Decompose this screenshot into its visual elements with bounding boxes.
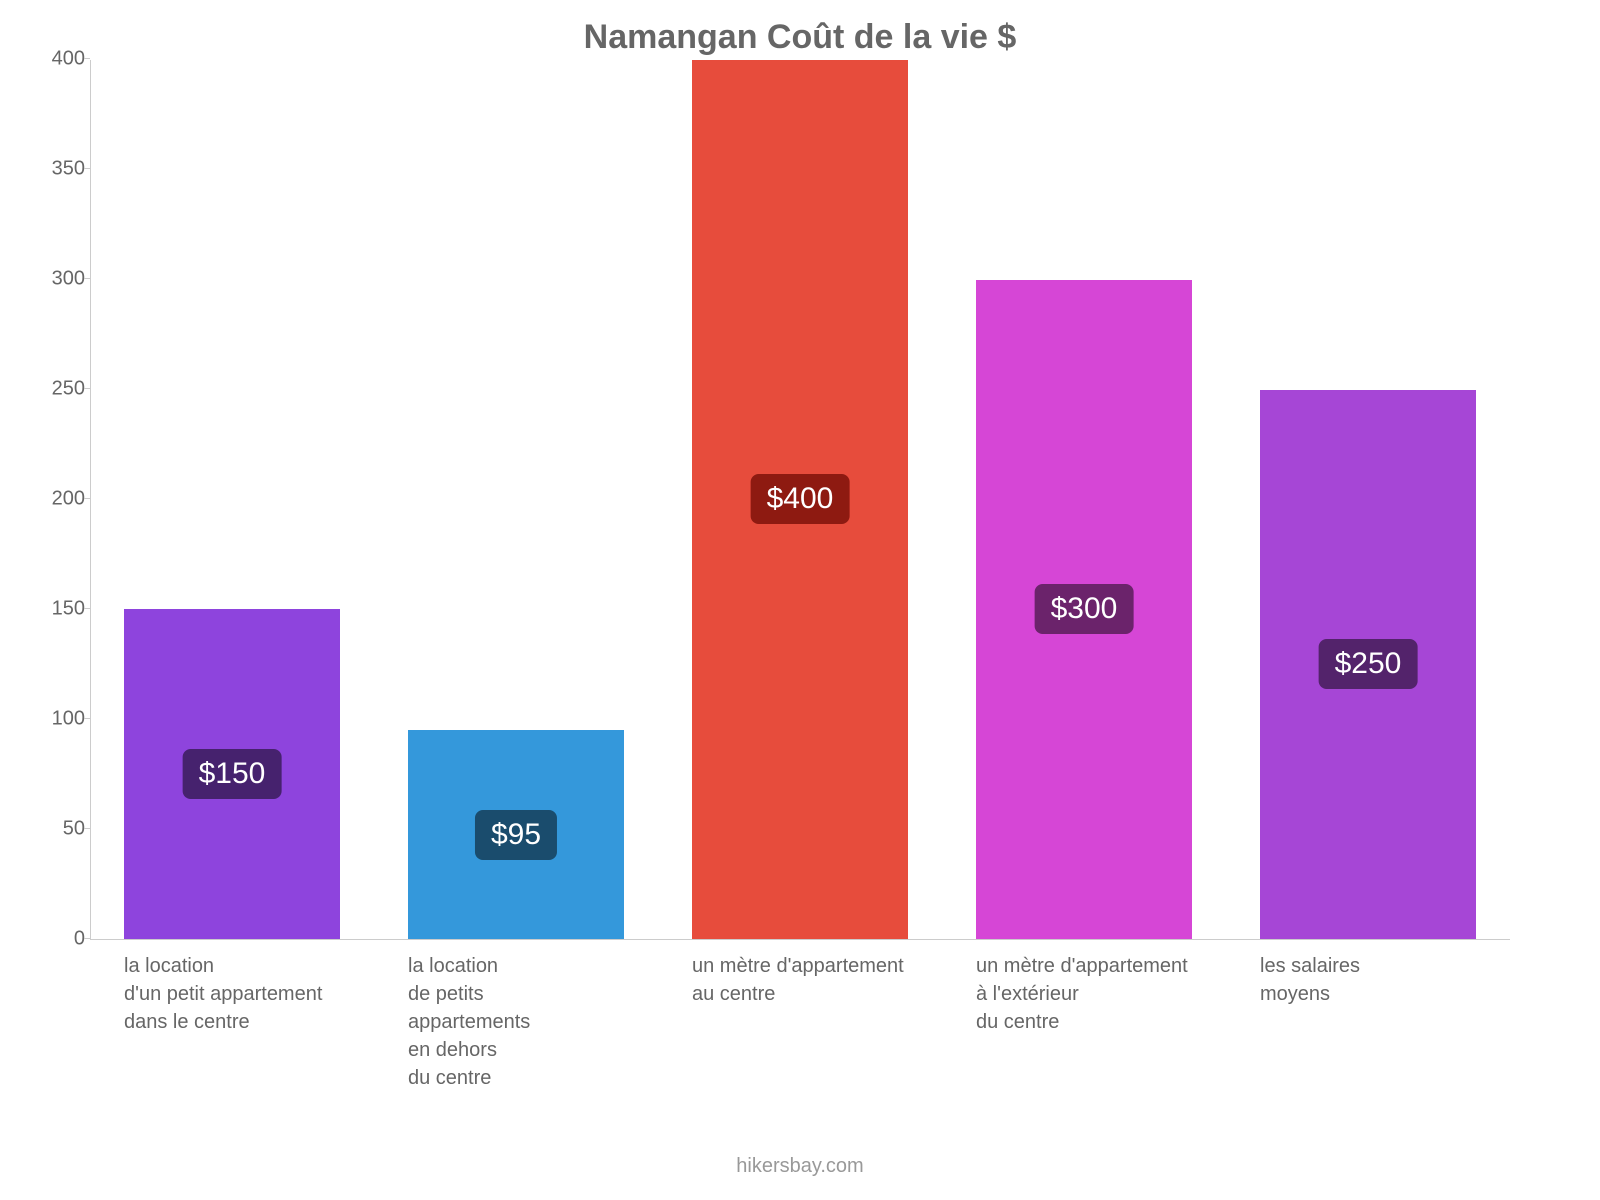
y-tick-label: 100 xyxy=(35,708,85,731)
plot-area: $150$95$400$300$250 05010015020025030035… xyxy=(90,60,1510,940)
value-badge: $95 xyxy=(475,810,557,860)
y-tick-mark xyxy=(84,58,90,59)
y-tick-label: 50 xyxy=(35,818,85,841)
bar: $150 xyxy=(124,609,340,939)
bar: $250 xyxy=(1260,390,1476,939)
y-tick-mark xyxy=(84,828,90,829)
chart-title: Namangan Coût de la vie $ xyxy=(0,18,1600,57)
x-axis-label: un mètre d'appartement à l'extérieur du … xyxy=(942,952,1226,1092)
x-axis-label: les salaires moyens xyxy=(1226,952,1510,1092)
value-badge: $400 xyxy=(751,474,850,524)
y-tick-label: 200 xyxy=(35,488,85,511)
y-tick-mark xyxy=(84,168,90,169)
y-tick-label: 150 xyxy=(35,598,85,621)
y-tick-mark xyxy=(84,498,90,499)
x-axis-label: la location d'un petit appartement dans … xyxy=(90,952,374,1092)
y-tick-mark xyxy=(84,278,90,279)
y-tick-mark xyxy=(84,938,90,939)
y-tick-label: 350 xyxy=(35,158,85,181)
cost-of-living-chart: Namangan Coût de la vie $ $150 $95 $400 $30… xyxy=(0,0,1600,1200)
y-tick-mark xyxy=(84,718,90,719)
value-badge: $300 xyxy=(1035,584,1134,634)
y-tick-label: 400 xyxy=(35,48,85,71)
bar-slot: $250 xyxy=(1226,60,1510,939)
y-tick-mark xyxy=(84,388,90,389)
bar: $400 xyxy=(692,60,908,939)
y-tick-label: 300 xyxy=(35,268,85,291)
value-badge: $150 xyxy=(183,749,282,799)
bars-container: $150 $95 $400 $300 $250 xyxy=(90,60,1510,939)
x-axis-labels: la location d'un petit appartement dans … xyxy=(90,952,1510,1092)
bar-slot: $400 xyxy=(658,60,942,939)
bar: $95 xyxy=(408,730,624,939)
bar: $300 xyxy=(976,280,1192,939)
y-tick-label: 250 xyxy=(35,378,85,401)
bar-slot: $300 xyxy=(942,60,1226,939)
value-badge: $250 xyxy=(1319,639,1418,689)
y-tick-mark xyxy=(84,608,90,609)
credit-text: hikersbay.com xyxy=(0,1155,1600,1178)
x-axis-label: la location de petits appartements en de… xyxy=(374,952,658,1092)
bar-slot: $150 xyxy=(90,60,374,939)
x-axis-label: un mètre d'appartement au centre xyxy=(658,952,942,1092)
bar-slot: $95 xyxy=(374,60,658,939)
y-tick-label: 0 xyxy=(35,928,85,951)
